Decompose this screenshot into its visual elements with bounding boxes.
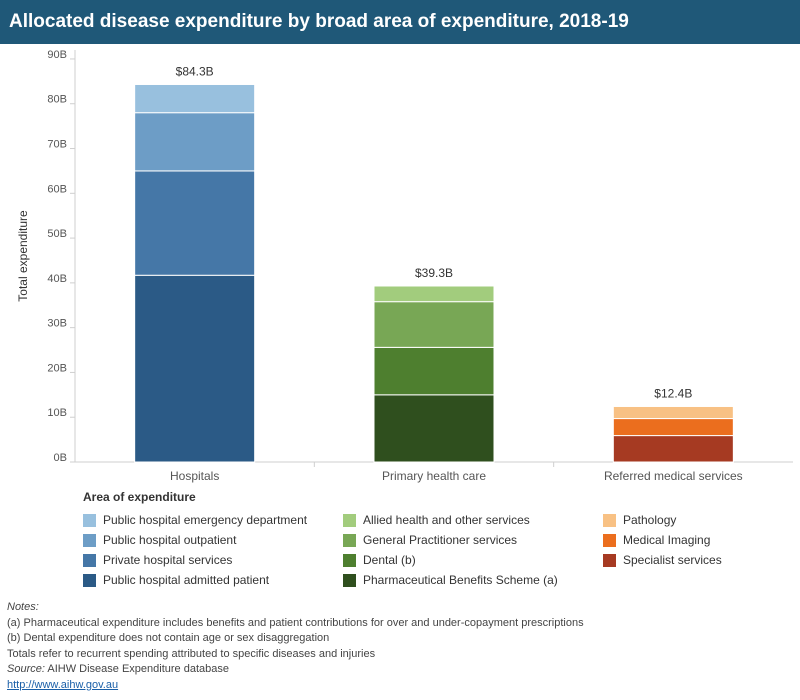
legend-title: Area of expenditure <box>83 490 196 504</box>
bar-segment <box>134 112 256 172</box>
legend-label: Public hospital emergency department <box>103 513 308 527</box>
chart-title: Allocated disease expenditure by broad a… <box>9 11 629 32</box>
legend-item: Allied health and other services <box>343 510 603 530</box>
legend-swatch <box>83 573 96 587</box>
note-line: (a) Pharmaceutical expenditure includes … <box>7 616 584 629</box>
stacked-bar-chart: 0B 10B 20B 30B 40B 50B 60B 70B 80B 90B Total expen… <box>16 49 793 483</box>
title-bar: Allocated disease expenditure by broad a… <box>0 0 800 44</box>
legend-item: Dental (b) <box>343 550 603 570</box>
source-line: Source: AIHW Disease Expenditure databas… <box>7 662 584 678</box>
y-tick-label: 70B <box>47 139 67 151</box>
source-label: Source: <box>7 663 45 675</box>
legend-item: General Practitioner services <box>343 530 603 550</box>
notes: Notes: (a) Pharmaceutical expenditure in… <box>7 600 584 693</box>
source-text: AIHW Disease Expenditure database <box>44 663 229 675</box>
y-tick-label: 60B <box>47 183 67 195</box>
bar-segment <box>373 285 495 303</box>
y-tick-label: 50B <box>47 228 67 240</box>
y-tick-label: 30B <box>47 318 67 330</box>
y-tick-label: 20B <box>47 362 67 374</box>
legend-items: Public hospital emergency department Publ… <box>83 510 783 590</box>
y-axis-label: Total expenditure <box>16 210 30 302</box>
legend-item: Public hospital outpatient <box>83 530 343 550</box>
legend-label: Pathology <box>623 513 677 527</box>
legend-swatch <box>83 533 96 547</box>
bar-segment <box>134 83 256 114</box>
legend-label: Allied health and other services <box>363 513 530 527</box>
y-tick-label: 90B <box>47 49 67 61</box>
legend-item: Specialist services <box>603 550 783 570</box>
bar-total-label: $84.3B <box>176 64 214 78</box>
legend-label: Dental (b) <box>363 553 416 567</box>
legend-swatch <box>343 513 356 527</box>
legend-label: Pharmaceutical Benefits Scheme (a) <box>363 573 558 587</box>
legend-label: Public hospital outpatient <box>103 533 237 547</box>
legend-item: Public hospital admitted patient <box>83 570 343 590</box>
y-tick-label: 0B <box>54 452 67 464</box>
legend-label: Public hospital admitted patient <box>103 573 270 587</box>
legend-item: Pathology <box>603 510 783 530</box>
x-category-label: Hospitals <box>170 469 219 483</box>
bar-segment <box>134 170 256 276</box>
bar-segment <box>373 394 495 463</box>
website-link[interactable]: http://www.aihw.gov.au <box>7 678 119 691</box>
bar-segment <box>134 274 256 463</box>
legend-label: Specialist services <box>623 553 722 567</box>
legend-swatch <box>603 533 616 547</box>
y-tick-label: 80B <box>47 94 67 106</box>
legend-label: General Practitioner services <box>363 533 518 547</box>
bar-total-label: $12.4B <box>654 386 692 400</box>
bar-segment <box>612 405 734 420</box>
legend-swatch <box>83 553 96 567</box>
legend-swatch <box>343 533 356 547</box>
note-line: Totals refer to recurrent spending attri… <box>7 647 376 660</box>
legend-item: Pharmaceutical Benefits Scheme (a) <box>343 570 603 590</box>
note-line: (b) Dental expenditure does not contain … <box>7 632 330 644</box>
legend-label: Private hospital services <box>103 553 233 567</box>
bar-segment <box>612 435 734 463</box>
legend-swatch <box>603 553 616 567</box>
y-tick-label: 40B <box>47 273 67 285</box>
legend-swatch <box>343 553 356 567</box>
bar-segment <box>612 418 734 437</box>
bar-total-label: $39.3B <box>415 266 453 280</box>
bar-segment <box>373 346 495 396</box>
bar-segment <box>373 301 495 348</box>
legend-swatch <box>343 573 356 587</box>
x-category-label: Primary health care <box>382 469 486 483</box>
legend-swatch <box>603 513 616 527</box>
legend: Area of expenditure Public hospital emer… <box>83 490 783 590</box>
legend-item: Medical Imaging <box>603 530 783 550</box>
x-category-label: Referred medical services <box>604 469 743 483</box>
legend-item: Public hospital emergency department <box>83 510 343 530</box>
notes-heading: Notes: <box>7 601 39 613</box>
legend-swatch <box>83 513 96 527</box>
legend-item: Private hospital services <box>83 550 343 570</box>
legend-label: Medical Imaging <box>623 533 711 547</box>
y-tick-label: 10B <box>47 407 67 419</box>
